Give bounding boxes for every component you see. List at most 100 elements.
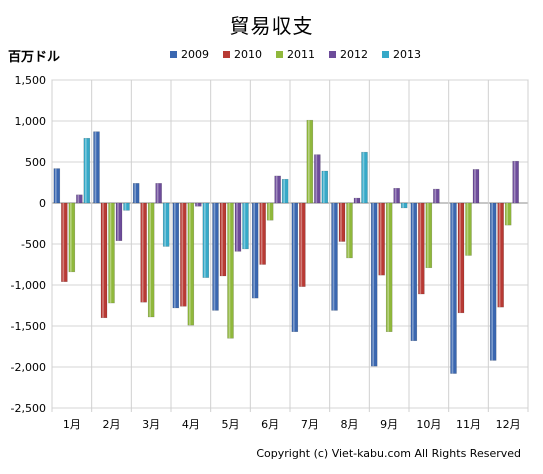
bar-2012-2月 xyxy=(115,202,123,241)
bar-highlight xyxy=(387,203,389,332)
bar-2013-7月 xyxy=(321,170,329,204)
bar-highlight xyxy=(300,203,303,287)
bar-highlight xyxy=(196,203,199,207)
x-tick-label: 2月 xyxy=(103,418,121,431)
x-tick-label: 7月 xyxy=(301,418,319,431)
bar-2010-12月 xyxy=(497,202,504,308)
bar-highlight xyxy=(474,169,476,203)
bar-2009-11月 xyxy=(450,202,457,374)
y-tick-label: 500 xyxy=(25,156,46,169)
bar-2010-9月 xyxy=(378,202,385,276)
bar-2010-6月 xyxy=(259,202,266,265)
legend-label: 2013 xyxy=(393,48,421,61)
bar-2013-9月 xyxy=(400,202,408,209)
bar-highlight xyxy=(77,194,80,203)
legend-label: 2012 xyxy=(340,48,368,61)
bar-2012-4月 xyxy=(195,202,202,207)
y-tick-label: 0 xyxy=(39,197,46,210)
bar-highlight xyxy=(156,183,159,203)
bar-2011-6月 xyxy=(266,202,274,221)
bar-highlight xyxy=(394,188,397,203)
y-tick-label: -2,500 xyxy=(11,402,46,415)
bar-2009-1月 xyxy=(53,168,61,204)
x-tick-label: 12月 xyxy=(496,418,521,431)
bar-highlight xyxy=(362,152,365,203)
bar-2012-9月 xyxy=(393,187,400,204)
copyright-notice: Copyright (c) Viet-kabu.com All Rights R… xyxy=(256,447,521,460)
bar-2011-11月 xyxy=(465,202,472,256)
bar-2012-7月 xyxy=(314,154,321,204)
bar-highlight xyxy=(124,203,127,211)
bar-highlight xyxy=(94,131,97,203)
bar-2012-11月 xyxy=(472,169,480,204)
bar-highlight xyxy=(164,203,166,247)
bar-highlight xyxy=(70,203,72,272)
y-tick-label: 1,500 xyxy=(15,74,47,87)
bar-2012-12月 xyxy=(512,160,519,204)
bar-highlight xyxy=(513,161,516,203)
bar-highlight xyxy=(379,203,382,276)
bar-2010-1月 xyxy=(61,202,68,282)
bar-highlight xyxy=(181,203,184,307)
bar-highlight xyxy=(268,203,270,221)
legend-item-2013: 2013 xyxy=(382,48,421,61)
legend-item-2010: 2010 xyxy=(223,48,262,61)
bar-2012-6月 xyxy=(274,175,281,204)
legend-swatch xyxy=(329,51,336,58)
bar-2009-5月 xyxy=(212,202,219,311)
bar-highlight xyxy=(355,198,357,203)
bar-highlight xyxy=(85,138,87,203)
bar-2013-6月 xyxy=(281,178,289,204)
bar-2011-7月 xyxy=(306,119,314,204)
bar-2009-3月 xyxy=(132,183,140,204)
bar-2010-11月 xyxy=(457,202,465,314)
x-tick-label: 3月 xyxy=(142,418,160,431)
bar-2013-4月 xyxy=(202,202,210,278)
bar-highlight xyxy=(260,203,263,265)
bar-highlight xyxy=(491,203,493,361)
bar-highlight xyxy=(466,203,469,256)
bar-highlight xyxy=(213,203,216,311)
bar-highlight xyxy=(451,203,454,374)
bar-2011-2月 xyxy=(108,202,115,304)
bar-highlight xyxy=(283,179,285,203)
bar-highlight xyxy=(62,203,65,282)
bar-2009-6月 xyxy=(251,202,259,299)
bar-highlight xyxy=(102,203,104,318)
bar-highlight xyxy=(434,189,437,203)
x-tick-label: 5月 xyxy=(222,418,240,431)
bar-highlight xyxy=(372,203,374,367)
bar-2013-2月 xyxy=(123,202,130,211)
legend-swatch xyxy=(382,51,389,58)
bar-2012-5月 xyxy=(234,202,242,252)
bar-highlight xyxy=(412,203,414,341)
legend-swatch xyxy=(276,51,283,58)
bar-2009-10月 xyxy=(410,202,418,342)
bar-highlight xyxy=(332,203,335,311)
bar-2012-1月 xyxy=(76,194,83,204)
x-tick-label: 4月 xyxy=(182,418,200,431)
bar-highlight xyxy=(109,203,112,304)
legend-label: 2011 xyxy=(287,48,315,61)
bar-highlight xyxy=(221,203,223,276)
legend-swatch xyxy=(223,51,230,58)
bar-highlight xyxy=(204,203,206,278)
bar-2009-4月 xyxy=(172,202,180,309)
bar-highlight xyxy=(243,203,246,249)
legend-item-2009: 2009 xyxy=(170,48,209,61)
bar-2012-10月 xyxy=(433,188,440,204)
bar-2010-8月 xyxy=(338,202,346,242)
legend-label: 2009 xyxy=(181,48,209,61)
bar-2010-5月 xyxy=(219,202,227,277)
bar-highlight xyxy=(293,203,295,332)
x-tick-label: 11月 xyxy=(456,418,481,431)
bar-2010-7月 xyxy=(299,202,306,287)
bar-2009-7月 xyxy=(291,202,299,332)
x-tick-label: 1月 xyxy=(63,418,81,431)
bar-highlight xyxy=(340,203,342,242)
x-tick-label: 6月 xyxy=(261,418,279,431)
y-axis-unit-label: 百万ドル xyxy=(8,50,61,65)
x-tick-label: 10月 xyxy=(416,418,441,431)
bar-2010-10月 xyxy=(418,202,425,295)
